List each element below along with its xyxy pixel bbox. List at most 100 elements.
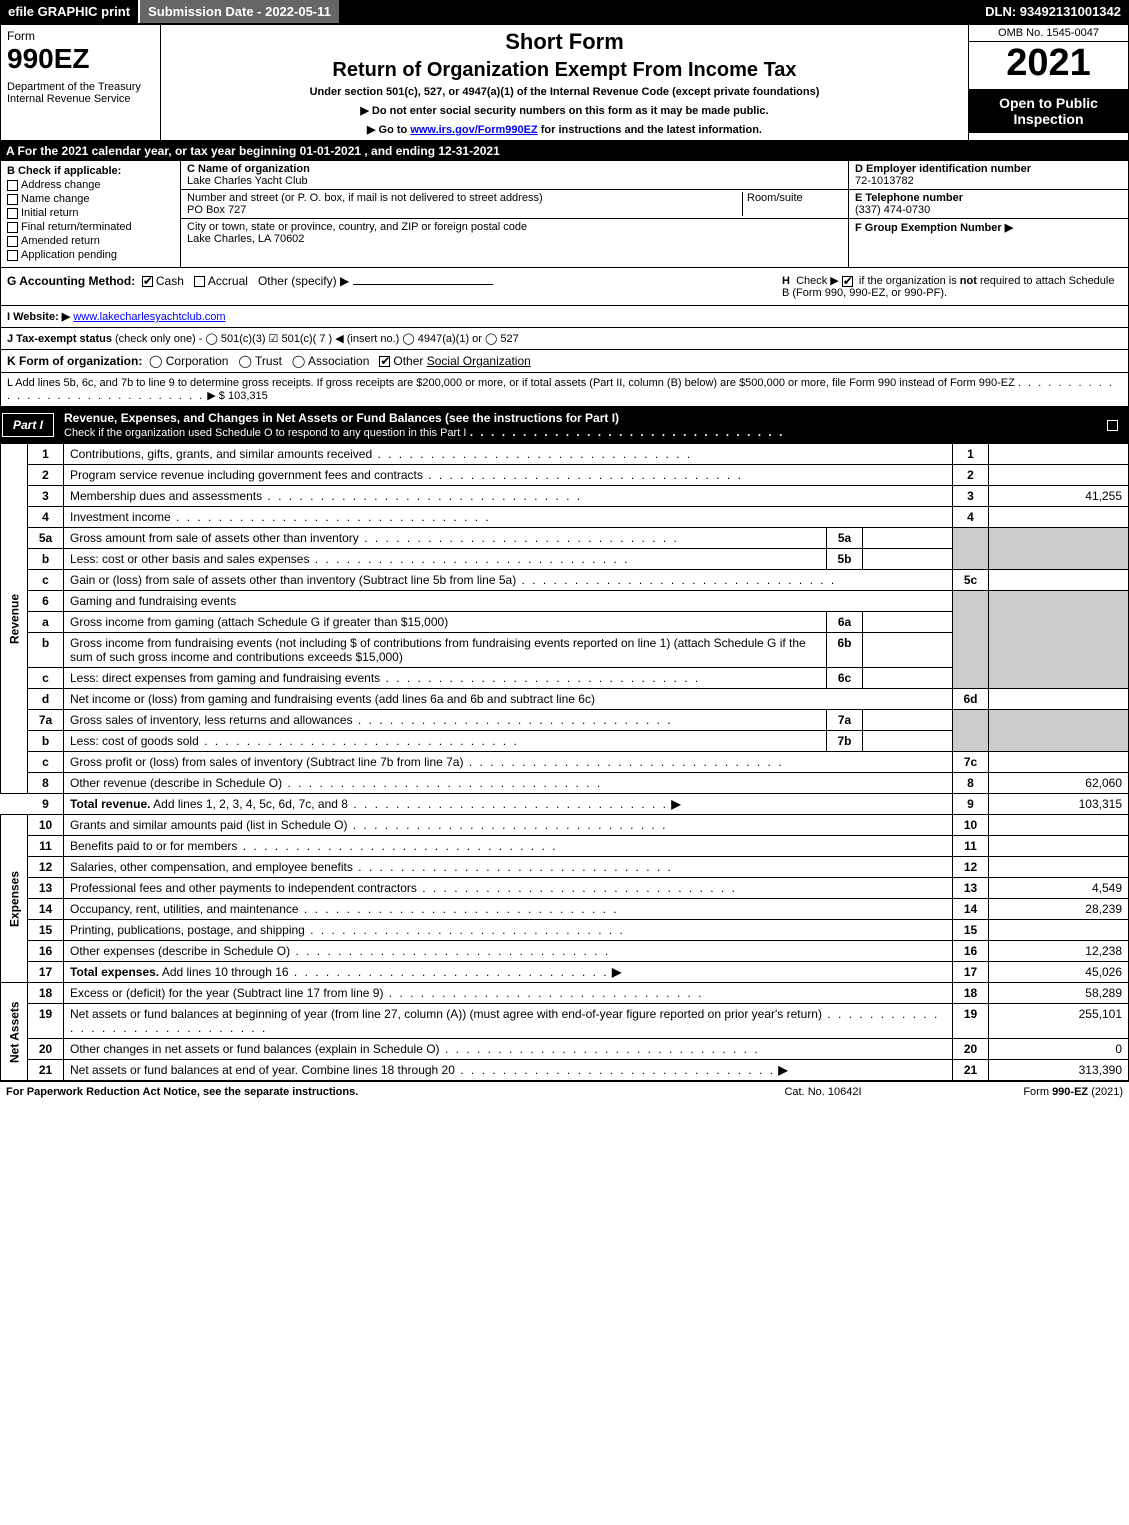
chk-schedule-b[interactable] <box>842 276 853 287</box>
line-19-box: 19 <box>953 1004 989 1039</box>
line-16-desc: Other expenses (describe in Schedule O) <box>64 941 953 962</box>
line-5c-amt <box>989 570 1129 591</box>
section-c: C Name of organization Lake Charles Yach… <box>181 161 848 267</box>
open-to-public: Open to Public Inspection <box>969 89 1128 133</box>
street-label: Number and street (or P. O. box, if mail… <box>187 192 543 204</box>
line-2-box: 2 <box>953 465 989 486</box>
line-18-amt: 58,289 <box>989 983 1129 1004</box>
line-13-amt: 4,549 <box>989 878 1129 899</box>
city-value: Lake Charles, LA 70602 <box>187 233 304 245</box>
part1-check-text: Check if the organization used Schedule … <box>64 427 466 439</box>
row-l: L Add lines 5b, 6c, and 7b to line 9 to … <box>0 373 1129 407</box>
line-11-amt <box>989 836 1129 857</box>
side-label-revenue: Revenue <box>1 444 28 794</box>
line-6a-sub: 6a <box>827 612 863 633</box>
section-bcdef: B Check if applicable: Address change Na… <box>0 161 1129 268</box>
line-4-desc: Investment income <box>64 507 953 528</box>
instruction-1: ▶ Do not enter social security numbers o… <box>165 104 964 117</box>
line-2-desc: Program service revenue including govern… <box>64 465 953 486</box>
line-12-num: 12 <box>28 857 64 878</box>
line-7ab-shade <box>953 710 989 752</box>
irs-link[interactable]: www.irs.gov/Form990EZ <box>410 124 537 136</box>
chk-initial-return[interactable]: Initial return <box>7 207 174 219</box>
other-specify-line[interactable] <box>353 284 493 285</box>
telephone-value: (337) 474-0730 <box>855 204 930 216</box>
line-18-num: 18 <box>28 983 64 1004</box>
chk-amended-return[interactable]: Amended return <box>7 235 174 247</box>
line-11-num: 11 <box>28 836 64 857</box>
line-7c-desc: Gross profit or (loss) from sales of inv… <box>64 752 953 773</box>
line-12-amt <box>989 857 1129 878</box>
h-label: H <box>782 275 790 287</box>
line-12-desc: Salaries, other compensation, and employ… <box>64 857 953 878</box>
website-label: I Website: ▶ <box>7 311 70 323</box>
chk-application-pending[interactable]: Application pending <box>7 249 174 261</box>
chk-other-org[interactable] <box>379 356 390 367</box>
line-11-box: 11 <box>953 836 989 857</box>
org-name: Lake Charles Yacht Club <box>187 175 308 187</box>
website-link[interactable]: www.lakecharlesyachtclub.com <box>73 311 225 323</box>
line-15-box: 15 <box>953 920 989 941</box>
line-6b-desc: Gross income from fundraising events (no… <box>64 633 827 668</box>
line-17-box: 17 <box>953 962 989 983</box>
line-19-amt: 255,101 <box>989 1004 1129 1039</box>
line-4-box: 4 <box>953 507 989 528</box>
line-15-desc: Printing, publications, postage, and shi… <box>64 920 953 941</box>
ein-label: D Employer identification number <box>855 163 1031 175</box>
section-b-header: B Check if applicable: <box>7 165 174 177</box>
chk-address-change[interactable]: Address change <box>7 179 174 191</box>
line-6b-subamt <box>863 633 953 668</box>
line-1-desc: Contributions, gifts, grants, and simila… <box>64 444 953 465</box>
line-18-box: 18 <box>953 983 989 1004</box>
chk-cash[interactable] <box>142 276 153 287</box>
part1-checkbox[interactable] <box>1107 420 1118 431</box>
row-a-calendar-year: A For the 2021 calendar year, or tax yea… <box>0 141 1129 161</box>
group-exemption-label: F Group Exemption Number <box>855 222 1002 234</box>
efile-label[interactable]: efile GRAPHIC print <box>0 0 138 23</box>
form-of-org-label: K Form of organization: <box>7 354 142 368</box>
line-10-box: 10 <box>953 815 989 836</box>
org-name-row: C Name of organization Lake Charles Yach… <box>181 161 848 190</box>
footer-catalog: Cat. No. 10642I <box>723 1086 923 1098</box>
row-i: I Website: ▶ www.lakecharlesyachtclub.co… <box>0 306 1129 328</box>
line-15-amt <box>989 920 1129 941</box>
line-14-amt: 28,239 <box>989 899 1129 920</box>
line-21-box: 21 <box>953 1060 989 1081</box>
line-10-num: 10 <box>28 815 64 836</box>
tax-exempt-label: J Tax-exempt status <box>7 333 112 345</box>
line-3-num: 3 <box>28 486 64 507</box>
schedule-b-check: H Check ▶ if the organization is not req… <box>782 274 1122 299</box>
line-7c-box: 7c <box>953 752 989 773</box>
line-6c-sub: 6c <box>827 668 863 689</box>
line-13-desc: Professional fees and other payments to … <box>64 878 953 899</box>
line-1-amt <box>989 444 1129 465</box>
line-6d-box: 6d <box>953 689 989 710</box>
line-17-desc: Total expenses. Add lines 10 through 16 … <box>64 962 953 983</box>
line-7ab-shade-amt <box>989 710 1129 752</box>
chk-final-return[interactable]: Final return/terminated <box>7 221 174 233</box>
chk-name-change[interactable]: Name change <box>7 193 174 205</box>
line-6c-subamt <box>863 668 953 689</box>
section-b: B Check if applicable: Address change Na… <box>1 161 181 267</box>
line-8-amt: 62,060 <box>989 773 1129 794</box>
part1-lines-table: Revenue 1 Contributions, gifts, grants, … <box>0 443 1129 1081</box>
line-7a-num: 7a <box>28 710 64 731</box>
line-20-amt: 0 <box>989 1039 1129 1060</box>
row-j: J Tax-exempt status (check only one) - ◯… <box>0 328 1129 350</box>
line-17-num: 17 <box>28 962 64 983</box>
omb-number: OMB No. 1545-0047 <box>969 25 1128 42</box>
section-def: D Employer identification number 72-1013… <box>848 161 1128 267</box>
g-label: G Accounting Method: <box>7 274 135 288</box>
line-7a-desc: Gross sales of inventory, less returns a… <box>64 710 827 731</box>
org-name-label: C Name of organization <box>187 163 310 175</box>
line-5a-subamt <box>863 528 953 549</box>
chk-accrual[interactable] <box>194 276 205 287</box>
line-10-amt <box>989 815 1129 836</box>
line-5b-num: b <box>28 549 64 570</box>
footer-form-ref: Form 990-EZ (2021) <box>923 1086 1123 1098</box>
form-of-org-options: ◯ Corporation ◯ Trust ◯ Association Othe… <box>149 354 531 368</box>
line-5ab-shade-amt <box>989 528 1129 570</box>
line-1-box: 1 <box>953 444 989 465</box>
line-3-desc: Membership dues and assessments <box>64 486 953 507</box>
form-title: Return of Organization Exempt From Incom… <box>165 59 964 82</box>
